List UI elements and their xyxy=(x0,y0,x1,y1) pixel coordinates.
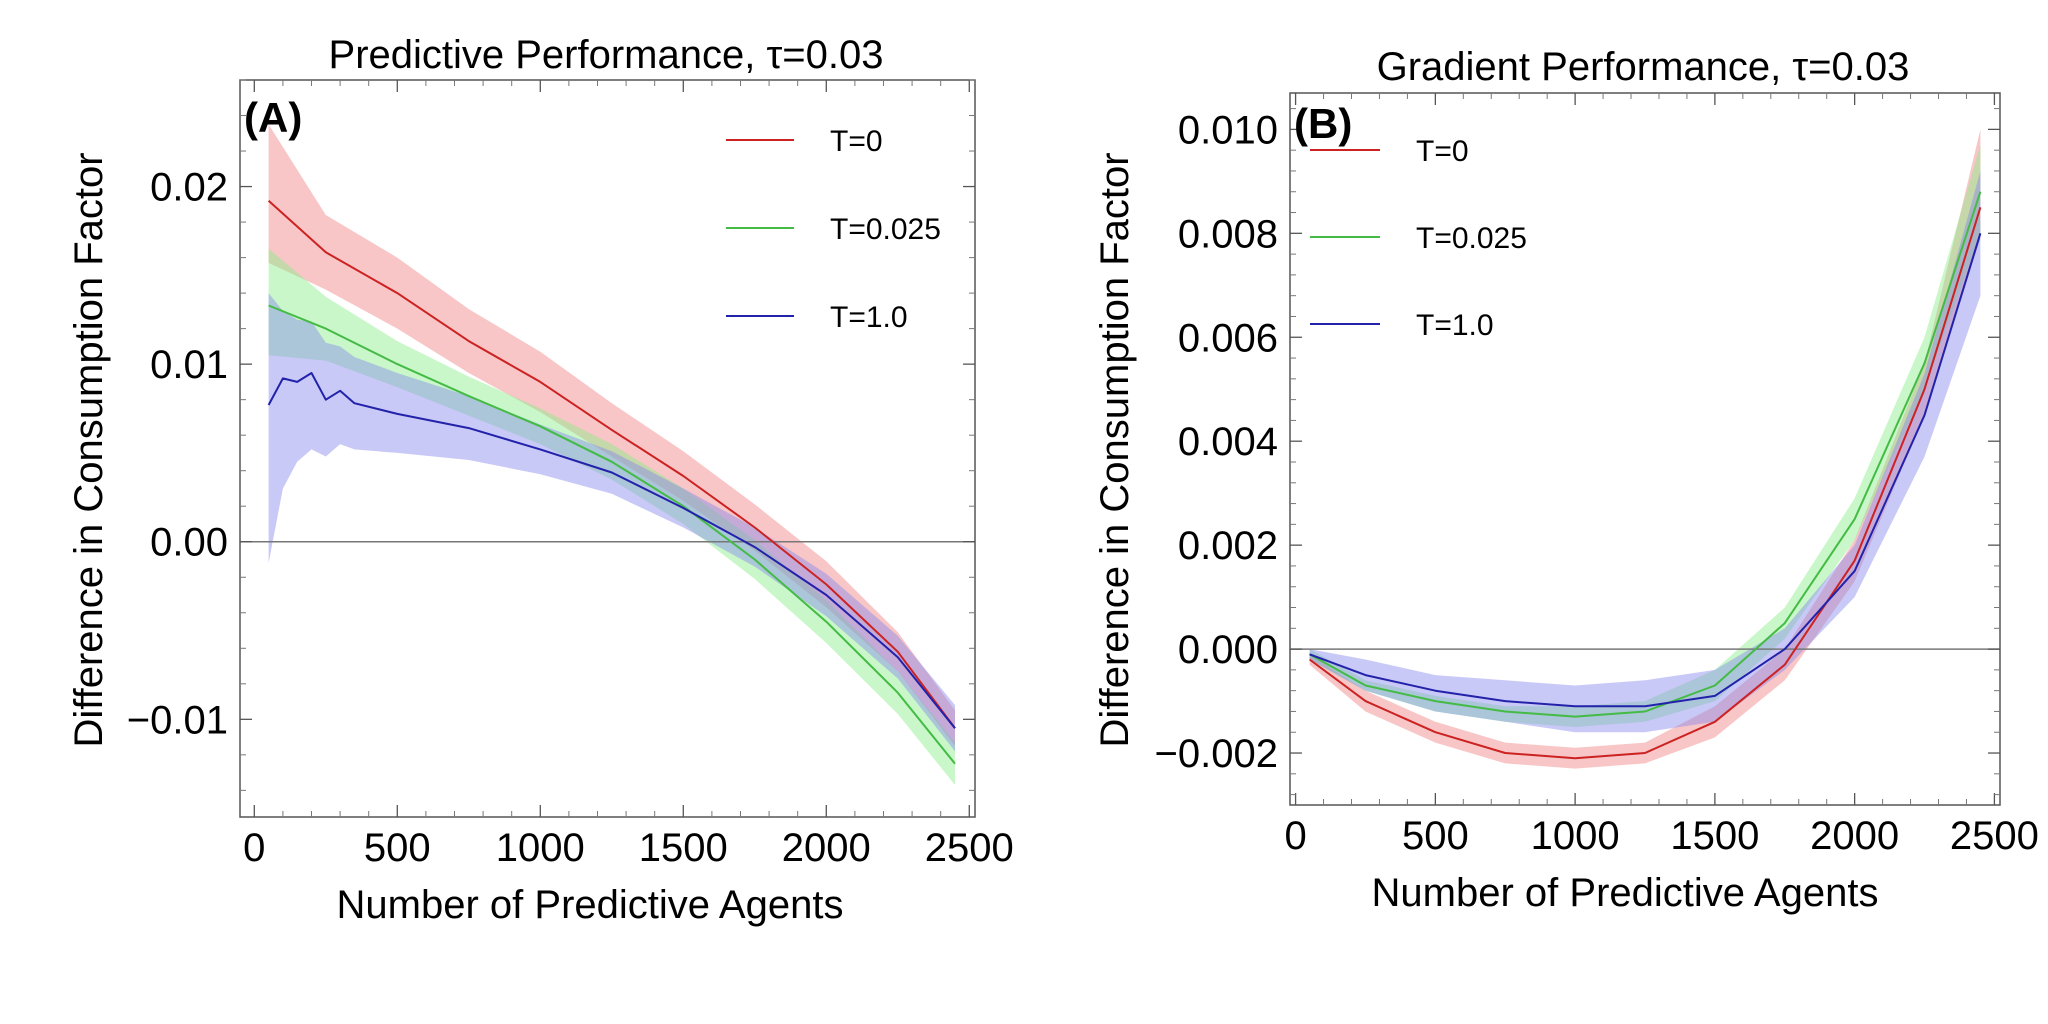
panel-b-xtick-label: 1500 xyxy=(1670,814,1759,858)
panel-a-xtick-label: 500 xyxy=(364,826,431,870)
panel-b-x-axis-label: Number of Predictive Agents xyxy=(1372,871,1879,915)
panel-a-xtick-label: 1500 xyxy=(639,826,728,870)
panel-b-ytick-label: 0.004 xyxy=(1178,420,1278,464)
panel-a-ytick-label: −0.01 xyxy=(127,698,228,742)
panel-a-xtick-label: 1000 xyxy=(496,826,585,870)
panel-a-legend-label: T=0.025 xyxy=(830,213,941,246)
panel-b-ticks xyxy=(1290,93,2000,805)
panel-a-xtick-label: 2500 xyxy=(925,826,1014,870)
panel-b-ytick-label: 0.010 xyxy=(1178,108,1278,152)
series-line xyxy=(1309,207,1982,760)
series-line xyxy=(1309,233,1982,708)
panel-b-xtick-label: 2000 xyxy=(1810,814,1899,858)
panel-a: Predictive Performance, τ=0.03 0 500 100… xyxy=(67,33,1014,927)
series-line xyxy=(267,200,956,729)
panel-b-y-axis-label: Difference in Consumption Factor xyxy=(1093,152,1137,747)
panel-a-xtick-label: 2000 xyxy=(782,826,871,870)
panel-b-ytick-label: −0.002 xyxy=(1155,732,1278,776)
panel-a-legend: T=0 T=0.025 T=1.0 xyxy=(726,125,941,334)
confidence-band xyxy=(1309,171,1981,733)
series-line xyxy=(268,304,956,765)
confidence-band xyxy=(1309,129,1981,769)
panel-a-label: (A) xyxy=(244,94,302,141)
series-line xyxy=(1309,191,1982,718)
confidence-band xyxy=(268,124,956,746)
panel-a-title: Predictive Performance, τ=0.03 xyxy=(329,33,884,77)
panel-a-xtick-label: 0 xyxy=(243,826,265,870)
confidence-band xyxy=(1309,145,1981,727)
panel-b-label: (B) xyxy=(1294,100,1352,147)
panel-b-series-lines xyxy=(1309,191,1982,760)
panel-b-legend-label: T=0.025 xyxy=(1416,222,1527,255)
panel-a-series-lines xyxy=(267,200,956,765)
panel-a-x-axis-label: Number of Predictive Agents xyxy=(337,883,844,927)
panel-b-xtick-label: 1000 xyxy=(1531,814,1620,858)
panel-b: Gradient Performance, τ=0.03 0 500 1000 … xyxy=(1093,45,2039,915)
panel-a-ytick-label: 0.02 xyxy=(150,166,228,210)
panel-a-ytick-label: 0.01 xyxy=(150,343,228,387)
panel-a-ticks xyxy=(240,79,975,817)
panel-b-ytick-label: 0.002 xyxy=(1178,524,1278,568)
panel-a-y-axis-label: Difference in Consumption Factor xyxy=(67,152,111,747)
panel-a-legend-label: T=1.0 xyxy=(830,301,908,334)
panel-b-ytick-label: 0.000 xyxy=(1178,628,1278,672)
panel-b-title: Gradient Performance, τ=0.03 xyxy=(1377,45,1910,89)
panel-a-legend-label: T=0 xyxy=(830,125,883,158)
panel-a-ytick-label: 0.00 xyxy=(150,521,228,565)
confidence-band xyxy=(268,293,956,752)
panel-b-legend: T=0 T=0.025 T=1.0 xyxy=(1310,135,1527,342)
panel-b-confidence-bands xyxy=(1309,129,1981,769)
panel-b-ytick-label: 0.008 xyxy=(1178,212,1278,256)
panel-b-ytick-label: 0.006 xyxy=(1178,316,1278,360)
panel-b-legend-label: T=1.0 xyxy=(1416,309,1494,342)
panel-b-xtick-label: 2500 xyxy=(1950,814,2039,858)
panel-b-plot-frame xyxy=(1289,92,2001,806)
panel-b-xtick-label: 0 xyxy=(1284,814,1306,858)
series-line xyxy=(267,372,956,729)
panel-b-legend-label: T=0 xyxy=(1416,135,1469,168)
panel-b-xtick-label: 500 xyxy=(1402,814,1469,858)
panel-a-plot-frame xyxy=(239,79,976,818)
